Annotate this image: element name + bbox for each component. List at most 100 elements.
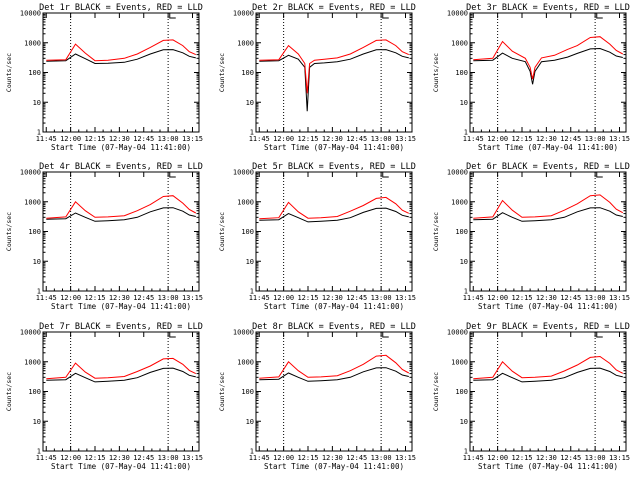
x-tick-label: 11:45	[249, 135, 270, 143]
x-tick-label: 12:00	[487, 454, 508, 462]
x-tick-label: 13:00	[371, 294, 392, 302]
x-tick-label: 11:45	[463, 454, 484, 462]
x-tick-label: 12:30	[322, 135, 343, 143]
top-marker	[596, 172, 603, 178]
x-tick-label: 12:30	[109, 294, 130, 302]
series-lld-line	[46, 39, 197, 62]
panel-title: Det 1r BLACK = Events, RED = LLD	[39, 3, 203, 13]
x-axis-label: Start Time (07-May-04 11:41:00)	[478, 302, 618, 311]
x-tick-label: 12:15	[84, 454, 105, 462]
top-marker	[382, 172, 389, 178]
x-tick-label: 12:30	[109, 135, 130, 143]
x-tick-label: 12:45	[346, 294, 367, 302]
x-tick-label: 12:00	[273, 294, 294, 302]
panel-title: Det 2r BLACK = Events, RED = LLD	[252, 3, 416, 13]
y-tick-label: 1000	[451, 198, 468, 206]
y-tick-label: 1	[250, 448, 254, 456]
x-tick-label: 12:15	[84, 135, 105, 143]
y-tick-label: 10000	[233, 10, 254, 18]
x-axis-label: Start Time (07-May-04 11:41:00)	[264, 143, 404, 152]
x-tick-label: 12:00	[273, 454, 294, 462]
y-tick-label: 10	[246, 99, 254, 107]
plot-frame	[469, 171, 627, 292]
x-axis-label: Start Time (07-May-04 11:41:00)	[478, 143, 618, 152]
panel-title: Det 4r BLACK = Events, RED = LLD	[39, 162, 203, 172]
x-tick-label: 12:15	[297, 454, 318, 462]
top-marker	[596, 13, 603, 19]
y-tick-label: 1000	[237, 358, 254, 366]
y-tick-label: 1000	[451, 358, 468, 366]
y-axis-label: Counts/sec	[5, 53, 13, 92]
y-axis-label: Counts/sec	[218, 372, 226, 411]
x-tick-label: 11:45	[36, 454, 57, 462]
x-tick-label: 12:00	[60, 454, 81, 462]
y-tick-label: 10000	[447, 10, 468, 18]
panel-title: Det 3r BLACK = Events, RED = LLD	[466, 3, 630, 13]
y-tick-label: 1000	[24, 39, 41, 47]
x-tick-label: 12:15	[84, 294, 105, 302]
x-tick-label: 12:45	[133, 454, 154, 462]
x-axis-label: Start Time (07-May-04 11:41:00)	[51, 143, 191, 152]
y-tick-label: 10000	[20, 329, 41, 337]
x-tick-label: 12:00	[273, 135, 294, 143]
x-tick-label: 13:15	[609, 135, 630, 143]
x-tick-label: 13:15	[395, 135, 416, 143]
x-tick-label: 12:15	[511, 294, 532, 302]
y-tick-label: 1	[464, 448, 468, 456]
y-tick-label: 100	[28, 228, 41, 236]
x-tick-label: 13:00	[158, 294, 179, 302]
x-tick-label: 11:45	[36, 135, 57, 143]
x-tick-label: 12:00	[487, 294, 508, 302]
plot-frame	[469, 331, 627, 452]
series-events-line	[259, 367, 409, 382]
x-tick-label: 13:00	[585, 294, 606, 302]
x-tick-label: 12:30	[109, 454, 130, 462]
x-tick-label: 12:00	[487, 135, 508, 143]
panel-det-1: Det 1r BLACK = Events, RED = LLD 1 10 100 10…	[5, 3, 203, 152]
series-events-line	[259, 207, 409, 223]
y-tick-label: 10	[33, 258, 41, 266]
x-tick-label: 13:15	[182, 454, 203, 462]
series-events-line	[46, 367, 196, 383]
y-tick-label: 10000	[233, 169, 254, 177]
top-marker	[169, 13, 176, 19]
x-tick-label: 12:15	[297, 294, 318, 302]
panel-det-4: Det 4r BLACK = Events, RED = LLD 1 10 100 10…	[5, 162, 203, 311]
series-events-line	[473, 47, 623, 85]
y-axis-label: Counts/sec	[218, 53, 226, 92]
y-tick-label: 1	[250, 129, 254, 137]
panel-title: Det 8r BLACK = Events, RED = LLD	[252, 322, 416, 332]
panel-title: Det 9r BLACK = Events, RED = LLD	[466, 322, 630, 332]
series-events-line	[473, 367, 623, 383]
x-axis-label: Start Time (07-May-04 11:41:00)	[264, 302, 404, 311]
x-tick-label: 11:45	[463, 294, 484, 302]
top-marker	[382, 13, 389, 19]
top-marker	[596, 332, 603, 338]
x-tick-label: 12:30	[322, 294, 343, 302]
y-tick-label: 1000	[24, 198, 41, 206]
series-lld-line	[473, 194, 624, 219]
y-tick-label: 1000	[237, 39, 254, 47]
y-tick-label: 1000	[24, 358, 41, 366]
x-tick-label: 12:30	[536, 294, 557, 302]
series-events-line	[46, 207, 196, 222]
plot-frame	[469, 12, 627, 133]
y-tick-label: 100	[241, 228, 254, 236]
x-tick-label: 12:30	[322, 454, 343, 462]
x-tick-label: 12:45	[560, 294, 581, 302]
x-tick-label: 13:00	[585, 135, 606, 143]
plot-frame	[42, 12, 200, 133]
x-tick-label: 13:15	[182, 294, 203, 302]
x-tick-label: 12:45	[133, 135, 154, 143]
y-tick-label: 100	[241, 388, 254, 396]
y-tick-label: 1	[37, 448, 41, 456]
x-tick-label: 12:45	[560, 454, 581, 462]
y-tick-label: 1	[37, 129, 41, 137]
y-tick-label: 100	[28, 388, 41, 396]
x-tick-label: 13:00	[371, 454, 392, 462]
y-tick-label: 10000	[20, 10, 41, 18]
panel-title: Det 7r BLACK = Events, RED = LLD	[39, 322, 203, 332]
plot-frame	[255, 12, 413, 133]
x-tick-label: 11:45	[463, 135, 484, 143]
x-tick-label: 13:00	[158, 135, 179, 143]
